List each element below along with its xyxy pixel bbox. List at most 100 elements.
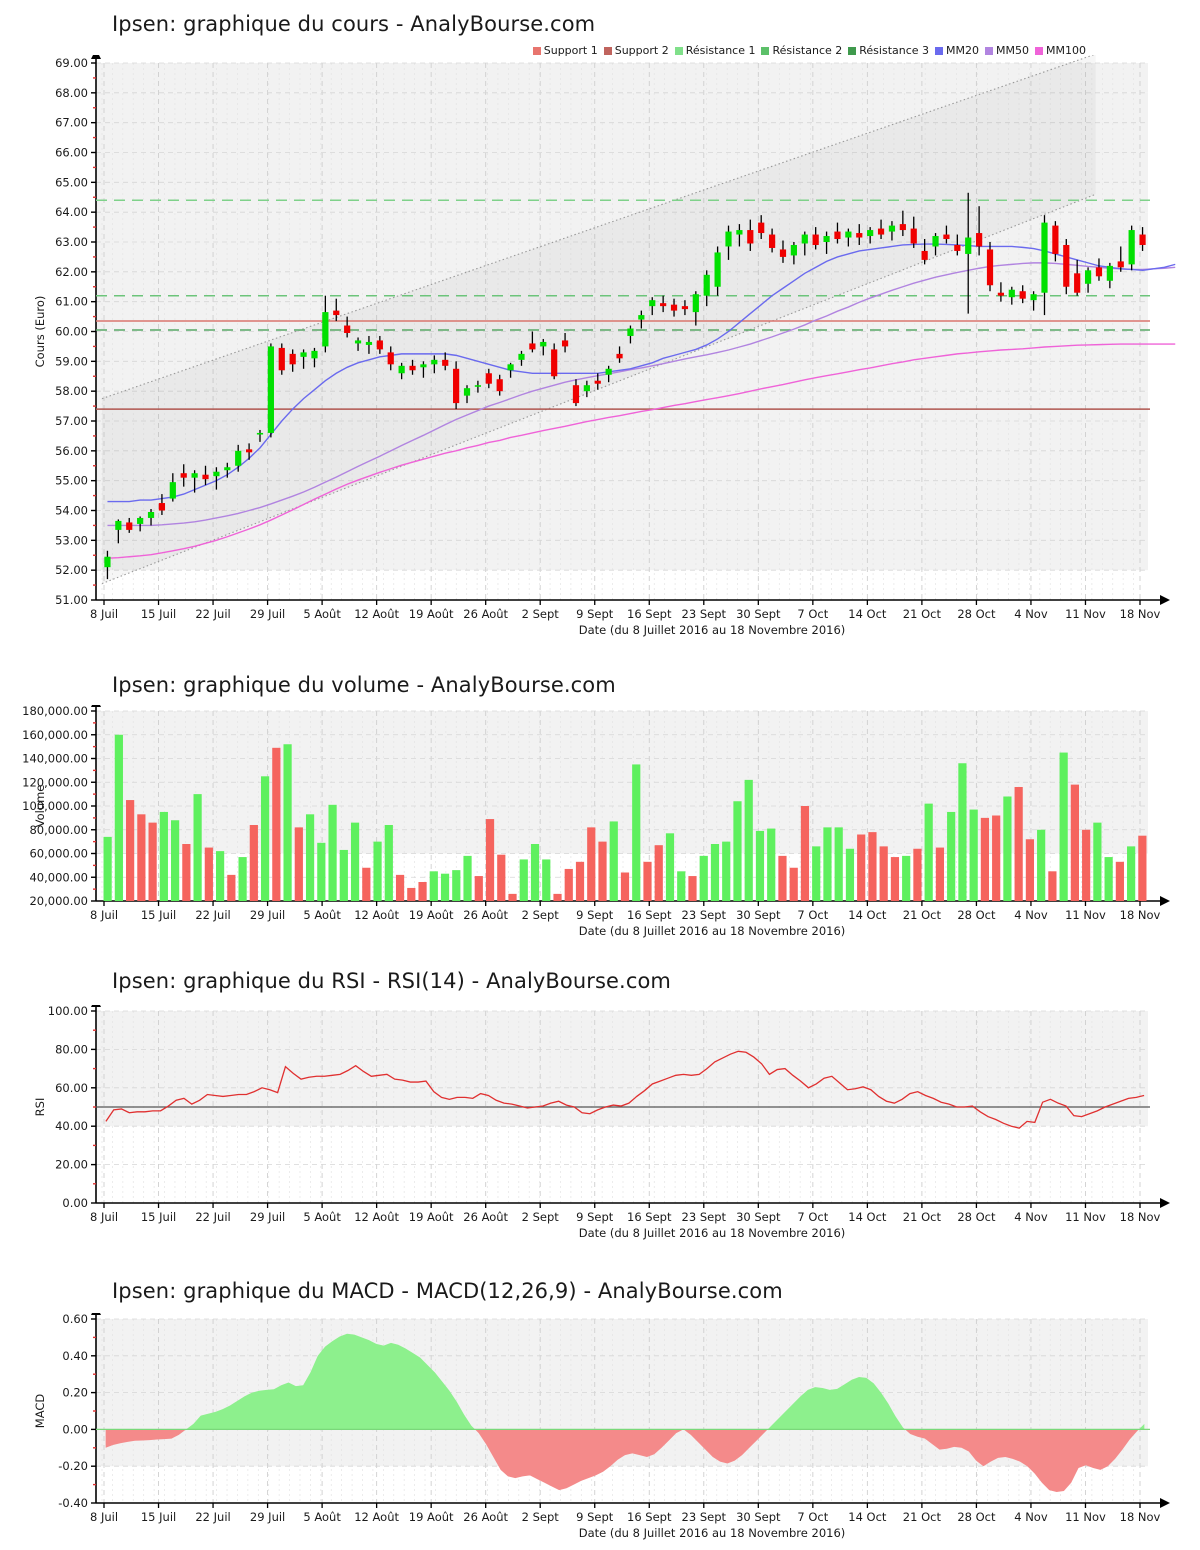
volume-bar (1014, 787, 1023, 901)
x-axis-tick-label: 21 Oct (903, 607, 942, 621)
volume-bar (1115, 861, 1124, 901)
rsi-chart-svg: 0.00 20.00 40.00 60.00 80.00 100.00 RSI 8 Juil 1… (33, 1005, 1170, 1240)
x-axis-title: Date (du 8 Juillet 2016 au 18 Novembre 2… (579, 924, 846, 938)
candlestick (997, 282, 1005, 302)
y-axis-tick-label: 65.00 (55, 175, 88, 189)
candlestick (333, 298, 340, 322)
volume-bar (1037, 829, 1046, 901)
volume-bar (620, 872, 630, 901)
candlestick (583, 380, 590, 398)
x-axis-tick-label: 30 Sept (736, 607, 781, 621)
candlestick (834, 222, 841, 244)
candlestick (126, 517, 133, 533)
volume-bar (722, 841, 731, 901)
x-axis-tick-label: 15 Juil (141, 1510, 176, 1524)
x-axis-tick-label: 21 Oct (903, 908, 942, 922)
legend-label: Support 1 (543, 44, 598, 57)
volume-bar (1138, 835, 1147, 901)
volume-bar (249, 825, 258, 901)
candlestick (137, 516, 144, 532)
y-axis-tick-label: 0.60 (62, 1313, 88, 1326)
candlestick (921, 239, 928, 265)
candlestick (954, 234, 961, 256)
candlestick (1030, 291, 1037, 311)
x-axis-tick-label: 26 Août (463, 607, 508, 621)
candlestick (638, 310, 645, 329)
volume-bar (992, 815, 1001, 901)
candlestick (965, 192, 972, 314)
x-axis-tick-label: 14 Oct (848, 1210, 887, 1224)
volume-bar (384, 825, 393, 901)
candlestick (616, 346, 623, 363)
x-axis-tick-label: 15 Juil (141, 607, 176, 621)
volume-bar (1048, 871, 1057, 901)
candlestick (474, 380, 482, 393)
candlestick (561, 332, 569, 353)
candlestick (660, 295, 667, 313)
volume-bar (519, 859, 528, 901)
x-axis-tick-label: 15 Juil (141, 908, 176, 922)
volume-bar (1070, 784, 1079, 901)
candlestick (158, 494, 166, 515)
legend-item-0: Support 1 (532, 44, 598, 57)
candlestick (278, 343, 285, 375)
y-axis-tick-label: 59.00 (55, 354, 88, 368)
y-axis-tick-label: 120,000.00 (22, 775, 88, 789)
x-axis-tick-label: 11 Nov (1065, 1210, 1106, 1224)
candlestick (409, 359, 416, 375)
volume-bar (947, 811, 956, 901)
volume-bar (845, 848, 855, 901)
x-axis-tick-label: 16 Sept (627, 908, 672, 922)
candlestick (1095, 258, 1103, 281)
volume-bar (395, 874, 405, 901)
candlestick (768, 228, 776, 253)
candlestick (758, 215, 765, 240)
volume-bar (260, 776, 270, 901)
x-axis-tick-label: 18 Nov (1120, 908, 1161, 922)
volume-bar (564, 868, 573, 901)
volume-bar (339, 849, 348, 901)
y-axis-tick-label: 80.00 (55, 1042, 88, 1056)
volume-bar (126, 800, 135, 901)
y-axis-tick-label: 51.00 (55, 593, 88, 607)
candlestick (856, 224, 863, 245)
x-axis-tick-label: 5 Août (303, 1210, 341, 1224)
volume-bar (272, 747, 281, 901)
volume-bar (1025, 839, 1035, 901)
y-axis-tick-label: 68.00 (55, 86, 88, 100)
candlestick (649, 297, 656, 316)
candlestick (365, 335, 373, 354)
volume-bar (463, 855, 472, 901)
volume-bar (418, 882, 427, 901)
volume-bar (913, 848, 922, 901)
candlestick (779, 240, 787, 263)
volume-bar (407, 887, 416, 901)
volume-bar (373, 841, 382, 901)
macd-chart-svg: -0.40 -0.20 0.00 0.20 0.40 0.60 MACD 8 Juil 15 J… (33, 1313, 1170, 1540)
y-axis-tick-label: 20.00 (55, 1158, 88, 1172)
volume-bar (890, 857, 900, 901)
x-axis-tick-label: 8 Juil (90, 1510, 118, 1524)
candlestick (387, 346, 394, 371)
volume-bar (497, 854, 506, 901)
candlestick (867, 227, 874, 244)
volume-bar (643, 861, 652, 901)
y-axis-tick-label: 69.00 (55, 56, 88, 70)
volume-bar (688, 876, 697, 901)
volume-bar (789, 867, 798, 901)
x-axis-tick-label: 4 Nov (1014, 607, 1048, 621)
volume-bar (800, 806, 810, 901)
legend-swatch-icon (532, 46, 541, 55)
volume-bar (350, 822, 360, 901)
y-axis-tick-label: 140,000.00 (22, 752, 88, 766)
legend-label: MM100 (1046, 44, 1086, 57)
candlestick (202, 465, 209, 486)
volume-bar (587, 827, 596, 901)
candlestick (485, 368, 492, 389)
y-axis-tick-label: 20,000.00 (29, 894, 88, 908)
volume-bar (474, 876, 483, 901)
candlestick (529, 331, 536, 353)
x-axis-tick-label: 5 Août (303, 1510, 341, 1524)
candlestick (1052, 221, 1059, 262)
